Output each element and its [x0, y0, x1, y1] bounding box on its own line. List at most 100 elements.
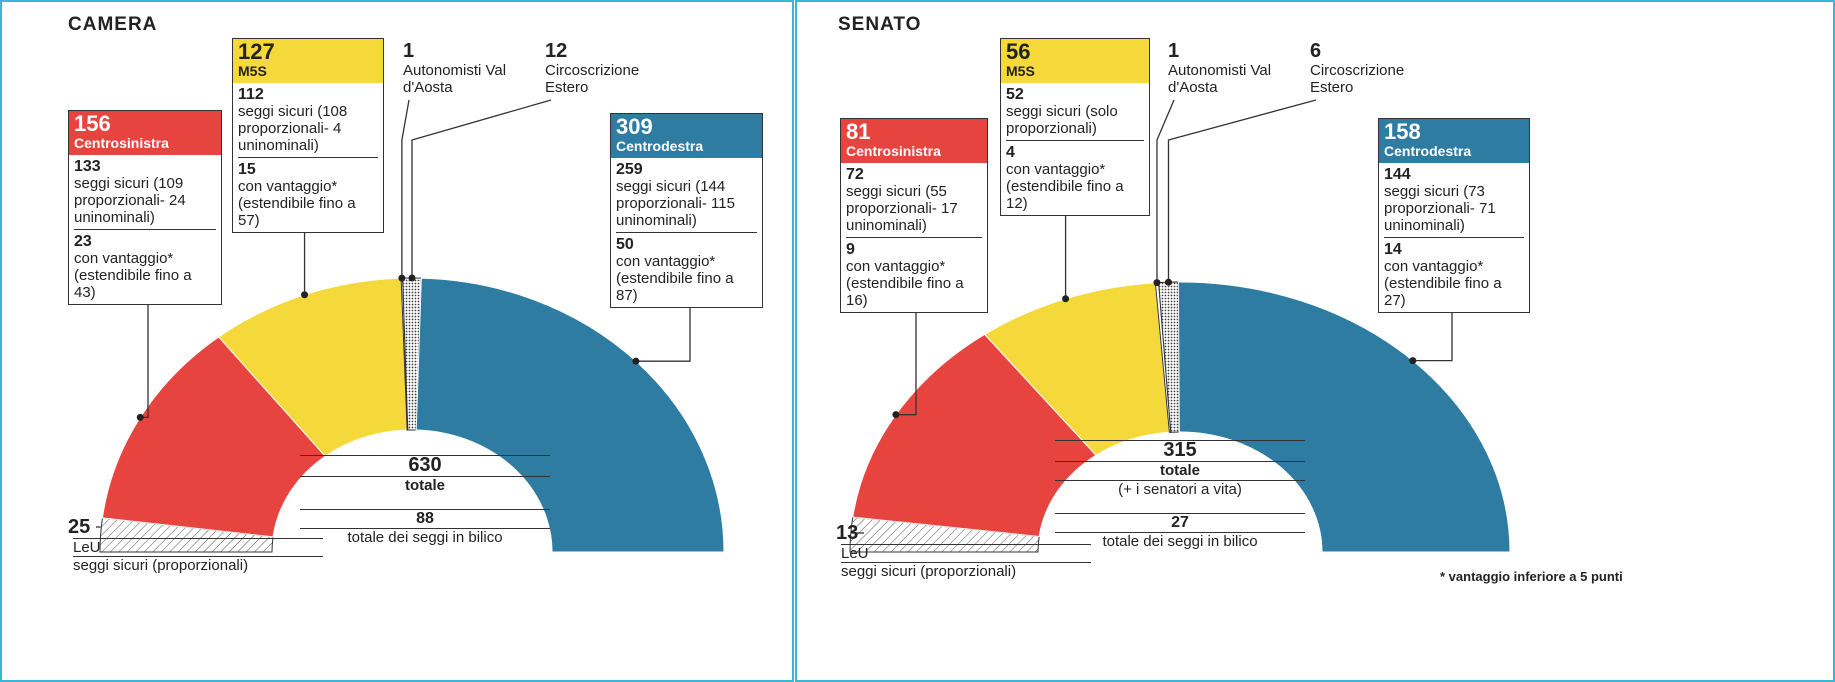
segment: [1177, 281, 1511, 553]
divider: [238, 157, 378, 158]
divider: [846, 237, 982, 238]
advantage-seats: 4 con vantaggio* (estendibile fino a 12): [1001, 141, 1149, 215]
advantage-seats: 50 con vantaggio* (estendibile fino a 87): [611, 233, 762, 307]
party-name: M5S: [1006, 63, 1035, 79]
box-header: 81 Centrosinistra: [841, 119, 987, 163]
leader-dot: [892, 411, 900, 419]
sure-note: seggi sicuri (73 proporzionali- 71 unino…: [1384, 183, 1496, 234]
panel-frame: [795, 0, 1835, 682]
leu-label: 13 LeU seggi sicuri (proporzionali): [836, 522, 1096, 580]
total-value: 630: [408, 454, 442, 476]
party-box: 156 Centrosinistra 133 seggi sicuri (109 pr…: [68, 110, 222, 305]
total-row: 630: [300, 455, 550, 476]
chart-title: SENATO: [838, 14, 922, 35]
seat-count: 12: [545, 40, 568, 62]
contested-label: totale dei seggi in bilico: [1055, 532, 1305, 551]
segment: [415, 277, 725, 553]
leader-dot: [1409, 357, 1417, 365]
party-name: Centrosinistra: [846, 143, 941, 159]
contested-row: 27: [1055, 513, 1305, 532]
box-header: 158 Centrodestra: [1379, 119, 1529, 163]
advantage-count: 23: [74, 233, 92, 250]
advantage-count: 15: [238, 161, 256, 178]
panel-frame: [0, 0, 794, 682]
seat-count: 13: [836, 522, 859, 544]
seat-count: 6: [1310, 40, 1322, 62]
leader-line: [1412, 313, 1453, 362]
seat-count: 25: [68, 516, 91, 538]
party-name: LeU: [73, 538, 323, 556]
advantage-count: 4: [1006, 144, 1015, 161]
advantage-seats: 23 con vantaggio* (estendibile fino a 43): [69, 230, 221, 304]
segment: [217, 277, 408, 457]
sure-count: 52: [1006, 86, 1024, 103]
advantage-note: con vantaggio* (estendibile fino a 87): [616, 253, 734, 304]
contested-value: 27: [1171, 514, 1189, 531]
sure-seats: 259 seggi sicuri (144 proporzionali- 115 …: [611, 158, 762, 232]
leader-line: [401, 99, 410, 279]
party-name: Centrodestra: [616, 138, 704, 154]
advantage-seats: 9 con vantaggio* (estendibile fino a 16): [841, 238, 987, 312]
advantage-seats: 14 con vantaggio* (estendibile fino a 27): [1379, 238, 1529, 312]
party-box: 158 Centrodestra 144 seggi sicuri (73 propo…: [1378, 118, 1530, 313]
box-header: 56 M5S: [1001, 39, 1149, 83]
party-name: Autonomisti Val d'Aosta: [403, 62, 507, 96]
segment: [101, 336, 327, 538]
sure-count: 259: [616, 161, 643, 178]
sure-note: seggi sicuri (108 proporzionali- 4 unino…: [238, 103, 348, 154]
sure-seats: 144 seggi sicuri (73 proporzionali- 71 un…: [1379, 163, 1529, 237]
party-name: Circoscrizione Estero: [1310, 62, 1405, 96]
small-party-label: 6 Circoscrizione Estero: [1310, 40, 1420, 96]
totals: 315 totale (+ i senatori a vita) 27 totale d…: [1050, 440, 1310, 551]
divider: [616, 232, 757, 233]
small-party-label: 1 Autonomisti Val d'Aosta: [403, 40, 513, 96]
seat-count: 1: [403, 40, 415, 62]
leu-note: seggi sicuri (proporzionali): [73, 556, 323, 574]
divider: [74, 229, 216, 230]
total-label: totale: [404, 477, 445, 494]
leader-dot: [408, 274, 416, 282]
box-header: 127 M5S: [233, 39, 383, 83]
party-box: 81 Centrosinistra 72 seggi sicuri (55 propo…: [840, 118, 988, 313]
small-party-label: 1 Autonomisti Val d'Aosta: [1168, 40, 1278, 96]
chart-title: CAMERA: [68, 14, 158, 35]
party-name: Centrodestra: [1384, 143, 1472, 159]
leader-dot: [136, 413, 144, 421]
sure-seats: 112 seggi sicuri (108 proporzionali- 4 un…: [233, 83, 383, 157]
advantage-count: 14: [1384, 241, 1402, 258]
total-label: totale: [1159, 462, 1200, 479]
total-value: 315: [1163, 439, 1197, 461]
total-row: totale: [300, 476, 550, 495]
leader-line: [1156, 99, 1175, 283]
footnote: * vantaggio inferiore a 5 punti: [1440, 569, 1623, 584]
party-box: 56 M5S 52 seggi sicuri (solo proporzionali)…: [1000, 38, 1150, 216]
seat-count: 158: [1384, 119, 1421, 144]
leu-label: 25 LeU seggi sicuri (proporzionali): [68, 516, 328, 574]
party-box: 309 Centrodestra 259 seggi sicuri (144 prop…: [610, 113, 763, 308]
sure-note: seggi sicuri (109 proporzionali- 24 unin…: [74, 175, 186, 226]
party-box: 127 M5S 112 seggi sicuri (108 proporzionali…: [232, 38, 384, 233]
sure-seats: 133 seggi sicuri (109 proporzionali- 24 u…: [69, 155, 221, 229]
advantage-count: 50: [616, 236, 634, 253]
seat-count: 81: [846, 119, 871, 144]
leader-line: [140, 305, 149, 419]
advantage-note: con vantaggio* (estendibile fino a 27): [1384, 258, 1502, 309]
contested-label: totale dei seggi in bilico: [300, 528, 550, 547]
party-name: Centrosinistra: [74, 135, 169, 151]
contested-row: 88: [300, 509, 550, 528]
seat-count: 56: [1006, 39, 1031, 64]
sure-note: seggi sicuri (144 proporzionali- 115 uni…: [616, 178, 735, 229]
sure-count: 112: [238, 86, 264, 103]
leader-line: [411, 99, 552, 278]
advantage-note: con vantaggio* (estendibile fino a 57): [238, 178, 356, 229]
divider: [1006, 140, 1144, 141]
advantage-note: con vantaggio* (estendibile fino a 16): [846, 258, 964, 309]
sure-count: 133: [74, 158, 101, 175]
party-name: Circoscrizione Estero: [545, 62, 640, 96]
total-row: totale: [1055, 461, 1305, 480]
contested-value: 88: [416, 510, 434, 527]
party-name: Autonomisti Val d'Aosta: [1168, 62, 1272, 96]
leader-dot: [1062, 295, 1070, 303]
